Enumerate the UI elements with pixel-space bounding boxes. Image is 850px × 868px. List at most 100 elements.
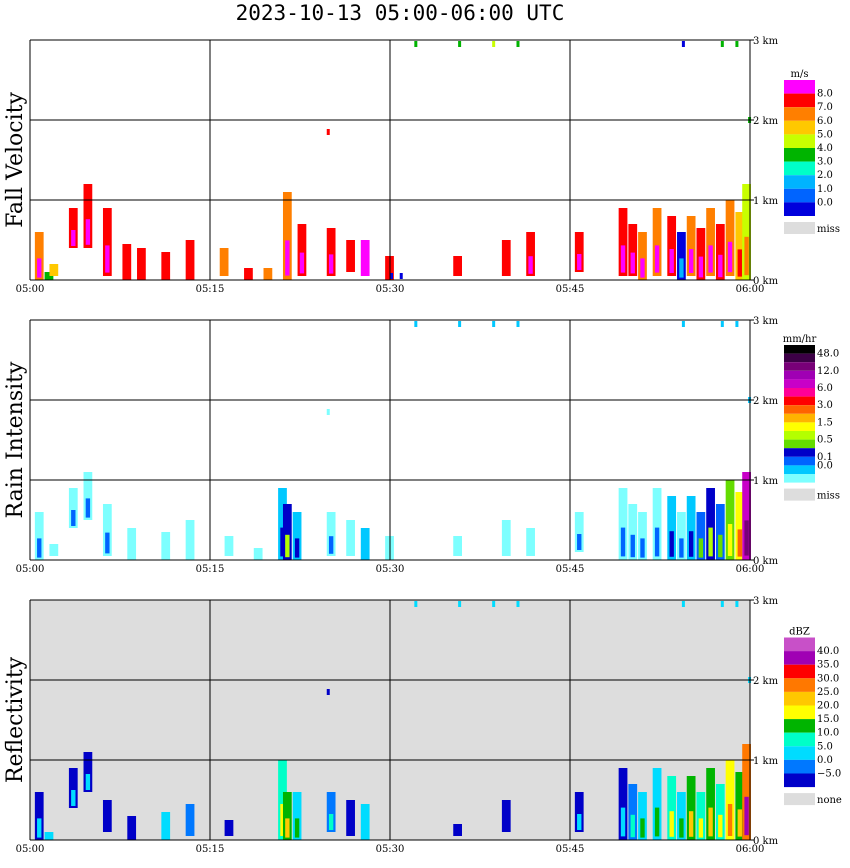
echo-mark — [526, 232, 535, 276]
echo-mark — [715, 504, 725, 560]
height-tick-label: 2 km — [753, 116, 779, 127]
echo-column-7 — [185, 520, 195, 560]
echo-column-22 — [667, 776, 677, 840]
legend-swatch-10 — [784, 431, 815, 440]
echo-mark — [263, 268, 273, 280]
echo-column-5 — [127, 528, 137, 560]
echo-column-1 — [44, 832, 54, 840]
legend-swatch-8 — [784, 413, 815, 423]
echo-column-23 — [677, 792, 686, 840]
echo-core — [679, 258, 684, 278]
echo-column-4 — [83, 184, 93, 248]
echo-core — [654, 527, 660, 557]
legend-swatch-4 — [784, 691, 815, 706]
height-tick-label: 3 km — [753, 596, 779, 607]
legend-swatch-2 — [784, 664, 815, 679]
legend-label: −5.0 — [817, 769, 841, 780]
echo-speck-5 — [681, 321, 685, 327]
legend-swatch-7 — [784, 732, 815, 747]
legend-swatch-12 — [784, 448, 815, 457]
echo-speck-7 — [681, 41, 685, 47]
echo-core — [630, 814, 635, 838]
x-tick-label: 05:00 — [16, 844, 45, 855]
echo-mark — [360, 240, 370, 276]
echo-mark — [667, 496, 677, 560]
echo-column-15 — [326, 228, 336, 276]
legend-swatch-3 — [784, 678, 815, 692]
echo-column-13 — [346, 800, 355, 836]
y-axis-label: Reflectivity — [3, 656, 28, 783]
echo-column-23 — [638, 512, 647, 560]
echo-core — [688, 249, 694, 273]
echo-column-11 — [244, 268, 253, 280]
echo-mark — [68, 488, 78, 528]
x-tick-label: 05:45 — [556, 844, 585, 855]
echo-speck-9 — [735, 41, 739, 47]
echo-speck-8 — [720, 41, 724, 47]
echo-speck-4 — [326, 689, 330, 695]
echo-column-4 — [102, 800, 112, 832]
echo-core — [727, 524, 733, 556]
echo-speck-3 — [516, 321, 520, 327]
echo-column-6 — [161, 532, 171, 560]
echo-core — [744, 520, 749, 556]
echo-mark — [742, 744, 751, 840]
echo-mark — [34, 512, 44, 560]
echo-column-19 — [526, 528, 535, 556]
echo-core — [718, 534, 723, 558]
echo-mark — [696, 792, 706, 840]
y-axis-label: Fall Velocity — [3, 92, 28, 228]
fall-velocity-panel: 05:00 05:15 05:30 05:45 06:00 3 km 2 km 1 km 0 k… — [3, 36, 840, 295]
echo-speck-1 — [458, 601, 462, 607]
echo-mark — [185, 520, 195, 560]
echo-column-8 — [161, 252, 171, 280]
legend-label: 6.0 — [817, 116, 833, 127]
legend-label: 35.0 — [817, 660, 839, 671]
echo-mark — [706, 208, 715, 276]
echo-column-8 — [224, 536, 234, 556]
echo-mark — [742, 472, 751, 560]
echo-column-26 — [677, 512, 686, 560]
echo-core — [744, 236, 749, 276]
echo-column-34 — [735, 212, 745, 280]
echo-core — [285, 818, 290, 838]
echo-column-14 — [360, 804, 370, 840]
echo-column-33 — [725, 200, 735, 276]
echo-mark — [628, 224, 638, 276]
echo-core — [328, 814, 334, 830]
echo-speck-7 — [735, 601, 739, 607]
legend-swatch-1 — [784, 651, 815, 665]
echo-mark — [725, 480, 735, 560]
echo-mark — [360, 528, 370, 560]
height-tick-label: 1 km — [753, 476, 779, 487]
height-tick-label: 3 km — [753, 316, 779, 327]
echo-mark — [326, 228, 336, 276]
echo-speck-0 — [414, 41, 418, 47]
x-tick-label: 06:00 — [736, 284, 765, 295]
legend-label: 0.5 — [817, 435, 833, 446]
echo-core — [577, 814, 582, 830]
echo-core — [85, 219, 91, 245]
echo-column-12 — [263, 268, 273, 280]
legend-swatch-5 — [784, 148, 815, 162]
echo-column-9 — [185, 240, 195, 280]
height-tick-label: 0 km — [753, 556, 779, 567]
echo-mark — [253, 548, 263, 560]
echo-column-18 — [618, 768, 628, 840]
legend-missing-swatch — [784, 793, 815, 806]
echo-mark — [667, 776, 677, 840]
echo-speck-2 — [492, 321, 496, 327]
x-tick-label: 05:30 — [376, 284, 405, 295]
echo-core — [669, 249, 674, 273]
echo-mark — [696, 512, 706, 560]
echo-mark — [501, 240, 511, 276]
echo-core — [328, 536, 334, 554]
echo-core — [640, 538, 645, 558]
echo-column-8 — [224, 820, 234, 836]
echo-core — [698, 256, 704, 278]
echo-mark — [677, 512, 686, 560]
legend-unit: m/s — [791, 69, 809, 80]
echo-column-5 — [102, 208, 112, 276]
echo-core — [71, 790, 76, 806]
echo-column-10 — [278, 488, 287, 560]
